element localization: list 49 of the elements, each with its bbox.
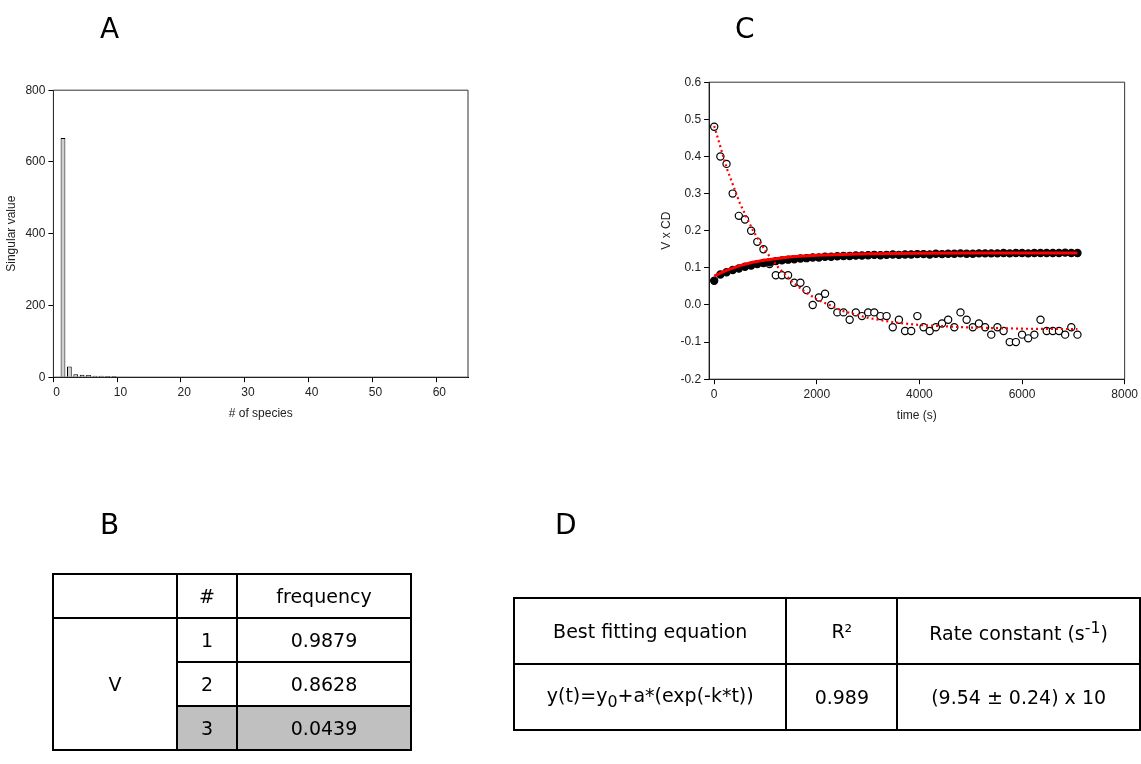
text: frequency (237, 574, 411, 618)
text: D (555, 508, 577, 541)
text: R² (786, 598, 898, 664)
y-tick-label: 0.4 (684, 148, 702, 163)
x-tick-label: 50 (368, 384, 383, 399)
text: B (100, 508, 120, 541)
text: 0.989 (786, 664, 898, 730)
text: 1 (177, 618, 237, 662)
chart-title: A (100, 12, 120, 45)
y-tick-label: 800 (25, 82, 46, 97)
text: 0.8628 (237, 662, 411, 706)
text: 2 (177, 662, 237, 706)
y-tick-label: 0.5 (684, 111, 702, 126)
text: 0.9879 (237, 618, 411, 662)
text: 0.0439 (237, 706, 411, 750)
y-tick-label: -0.1 (680, 334, 702, 349)
y-tick-label: 0.6 (684, 74, 702, 89)
y-tick-label: 400 (25, 226, 46, 241)
y-tick-label: 0.0 (684, 297, 702, 312)
x-tick-label: 6000 (1008, 386, 1036, 401)
x-tick-label: 8000 (1111, 386, 1139, 401)
text: V (53, 618, 177, 750)
x-tick-label: 20 (177, 384, 192, 399)
x-axis-title: time (s) (896, 408, 937, 423)
text: Rate constant (s$^{-1}$) (897, 598, 1140, 664)
x-tick-label: 0 (53, 384, 61, 399)
x-tick-label: 30 (241, 384, 255, 399)
x-tick-label: 40 (305, 384, 319, 399)
text: # (177, 574, 237, 618)
x-axis-title: # of species (228, 406, 293, 421)
y-tick-label: 0 (38, 369, 46, 384)
x-tick-label: 0 (710, 386, 718, 401)
text: y(t)=y$_{0}$+a*(exp(-k*t)) (514, 664, 787, 730)
x-tick-label: 2000 (803, 386, 831, 401)
x-tick-label: 60 (432, 384, 447, 399)
y-tick-label: 0.1 (684, 260, 702, 275)
x-tick-label: 4000 (906, 386, 934, 401)
text: (9.54 ± 0.24) x 10 (897, 664, 1140, 730)
y-tick-label: -0.2 (680, 371, 702, 386)
text: Best fitting equation (514, 598, 787, 664)
y-tick-label: 200 (25, 297, 46, 312)
y-axis-title: V x CD (658, 211, 673, 250)
text: 3 (177, 706, 237, 750)
chart-title: C (735, 12, 755, 45)
x-tick-label: 10 (113, 384, 128, 399)
y-tick-label: 0.2 (684, 223, 702, 238)
y-tick-label: 600 (25, 154, 46, 169)
y-axis-title: Singular value (3, 195, 18, 272)
y-tick-label: 0.3 (684, 185, 702, 200)
